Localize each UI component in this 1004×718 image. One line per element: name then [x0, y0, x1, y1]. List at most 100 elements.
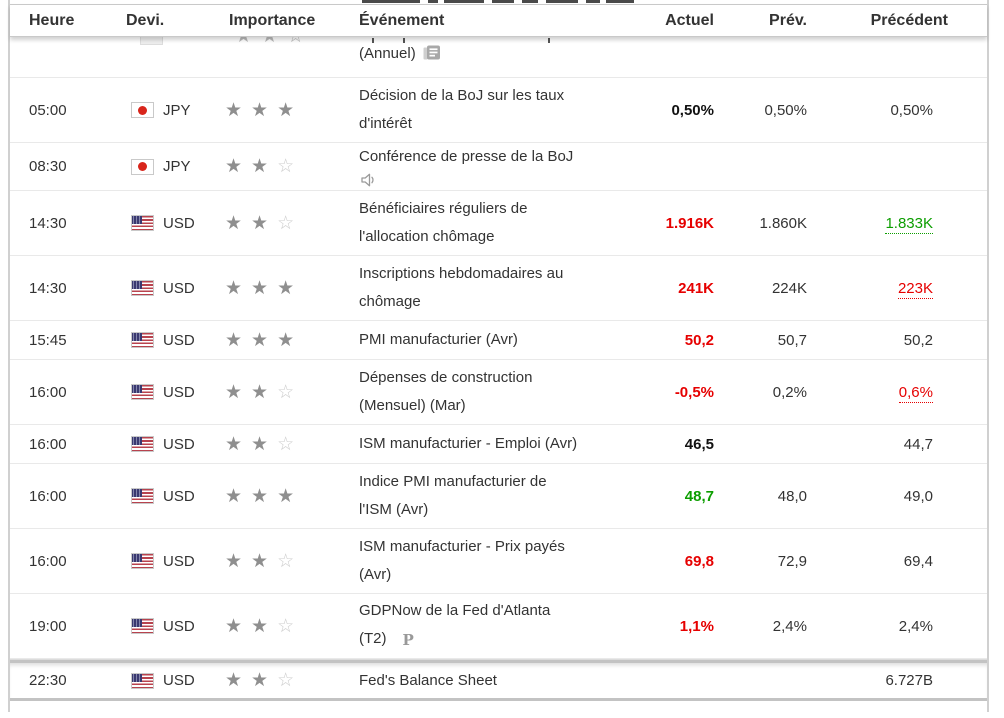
currency-flag-icon — [131, 384, 154, 400]
clipped-flag-fragment — [140, 37, 163, 45]
clipped-stars-fragment: ★★☆ — [235, 37, 313, 48]
col-header-forecast: Prév. — [769, 11, 807, 29]
star-filled-icon: ★ — [225, 485, 243, 507]
star-filled-icon: ★ — [277, 99, 295, 121]
event-link[interactable]: Conférence de presse de la BoJ — [353, 143, 633, 190]
event-title: Conférence de presse de la BoJ — [359, 148, 574, 165]
previous-value: 49,0 — [903, 487, 933, 505]
previous-value: 6.727B — [885, 672, 933, 689]
event-title: chômage — [359, 293, 421, 310]
report-icon — [423, 45, 440, 60]
forecast-value: 48,0 — [777, 487, 807, 505]
event-link[interactable]: Inscriptions hebdomadaires au chômage — [353, 260, 633, 316]
event-title: GDPNow de la Fed d'Atlanta — [359, 602, 551, 619]
actual-value: 241K — [678, 279, 714, 297]
table-row[interactable]: 08:30 JPY ★ ★ ☆ Conférence de presse de la… — [10, 143, 987, 191]
currency-cell: JPY — [122, 158, 217, 175]
star-filled-icon: ★ — [251, 156, 269, 177]
star-empty-icon: ☆ — [277, 381, 295, 403]
event-time: 15:45 — [29, 331, 67, 349]
currency-code: USD — [163, 331, 195, 349]
star-filled-icon: ★ — [251, 381, 269, 403]
event-title: d'intérêt — [359, 115, 412, 132]
event-link[interactable]: Dépenses de construction (Mensuel) (Mar) — [353, 364, 633, 420]
clipped-text-fragment — [548, 38, 550, 43]
actual-value: 48,7 — [684, 487, 714, 505]
event-title: l'allocation chômage — [359, 228, 495, 245]
event-time: 14:30 — [29, 279, 67, 297]
star-filled-icon: ★ — [225, 99, 243, 121]
table-row[interactable]: 15:45 USD ★ ★ ★ PMI manufacturier (Avr) 50… — [10, 321, 987, 360]
day-separator — [10, 659, 987, 663]
star-empty-icon: ☆ — [277, 212, 295, 234]
star-filled-icon: ★ — [251, 212, 269, 234]
actual-value: 0,50% — [671, 101, 714, 119]
table-row[interactable]: 22:30 USD ★ ★ ☆ Fed's Balance Sheet 6.727B — [10, 663, 987, 698]
event-link[interactable]: PMI manufacturier (Avr) — [353, 326, 633, 354]
event-link[interactable]: ISM manufacturier - Prix payés (Avr) — [353, 533, 633, 589]
preliminary-icon: P — [402, 631, 414, 649]
event-link[interactable]: GDPNow de la Fed d'Atlanta (T2) P — [353, 597, 633, 655]
event-title: Dépenses de construction — [359, 369, 533, 386]
table-row[interactable]: 16:00 USD ★ ★ ☆ ISM manufacturier - Emploi… — [10, 425, 987, 464]
currency-cell: JPY — [122, 102, 217, 119]
table-row[interactable]: 16:00 USD ★ ★ ★ Indice PMI manufacturier d… — [10, 464, 987, 529]
currency-code: JPY — [163, 101, 191, 119]
currency-code: USD — [163, 552, 195, 570]
event-time: 05:00 — [29, 101, 67, 119]
previous-value: 2,4% — [898, 617, 933, 635]
forecast-value: 224K — [771, 279, 807, 297]
importance-stars: ★ ★ ☆ — [217, 671, 353, 690]
currency-flag-icon — [131, 332, 154, 348]
table-row[interactable]: (Annuel) ★★☆ — [10, 37, 987, 78]
event-title: (Avr) — [359, 566, 392, 583]
revised-value: 223K — [897, 279, 933, 299]
event-title: Inscriptions hebdomadaires au — [359, 265, 564, 282]
star-filled-icon: ★ — [225, 381, 243, 403]
star-filled-icon: ★ — [225, 212, 243, 234]
event-time: 22:30 — [29, 672, 67, 689]
star-filled-icon: ★ — [225, 329, 243, 351]
event-link[interactable]: Décision de la BoJ sur les taux d'intérêt — [353, 82, 633, 138]
currency-cell: USD — [122, 332, 217, 349]
event-link[interactable]: ISM manufacturier - Emploi (Avr) — [353, 430, 633, 458]
table-row[interactable]: 16:00 USD ★ ★ ☆ Dépenses de construction (M… — [10, 360, 987, 425]
star-filled-icon: ★ — [251, 550, 269, 572]
clipped-row-text-fragment — [10, 0, 987, 4]
currency-flag-icon — [131, 158, 154, 175]
col-header-event: Événement — [359, 11, 445, 29]
event-title: PMI manufacturier (Avr) — [359, 331, 518, 348]
star-filled-icon: ★ — [277, 329, 295, 351]
forecast-value: 0,50% — [764, 101, 807, 119]
previous-value: 69,4 — [903, 552, 933, 570]
table-row[interactable]: 14:30 USD ★ ★ ☆ Bénéficiaires réguliers de… — [10, 191, 987, 256]
currency-code: USD — [163, 383, 195, 401]
importance-stars: ★ ★ ☆ — [217, 157, 353, 176]
event-link[interactable]: Fed's Balance Sheet — [353, 667, 633, 695]
star-filled-icon: ★ — [225, 433, 243, 455]
table-row[interactable]: 19:00 USD ★ ★ ☆ GDPNow de la Fed d'Atlanta… — [10, 594, 987, 659]
currency-flag-icon — [131, 280, 154, 296]
event-time: 14:30 — [29, 214, 67, 232]
revised-value: 0,6% — [898, 383, 933, 403]
importance-stars: ★ ★ ☆ — [217, 617, 353, 636]
currency-cell: USD — [122, 553, 217, 570]
actual-value: 50,2 — [684, 331, 714, 349]
star-filled-icon: ★ — [225, 550, 243, 572]
event-link[interactable]: (Annuel) — [353, 40, 633, 77]
clipped-text-fragment — [403, 38, 405, 43]
table-row[interactable]: 16:00 USD ★ ★ ☆ ISM manufacturier - Prix p… — [10, 529, 987, 594]
importance-stars: ★ ★ ★ — [217, 279, 353, 298]
star-filled-icon: ★ — [251, 277, 269, 299]
table-row[interactable]: 05:00 JPY ★ ★ ★ Décision de la BoJ sur les… — [10, 78, 987, 143]
table-row[interactable]: 14:30 USD ★ ★ ★ Inscriptions hebdomadaires… — [10, 256, 987, 321]
forecast-value: 1.860K — [759, 214, 807, 232]
previous-value: 223K — [807, 279, 987, 299]
currency-code: USD — [163, 487, 195, 505]
event-link[interactable]: Bénéficiaires réguliers de l'allocation c… — [353, 195, 633, 251]
currency-code: USD — [163, 279, 195, 297]
event-title: ISM manufacturier - Prix payés — [359, 538, 565, 555]
event-title: Indice PMI manufacturier de — [359, 473, 547, 490]
currency-code: USD — [163, 435, 195, 453]
event-link[interactable]: Indice PMI manufacturier de l'ISM (Avr) — [353, 468, 633, 524]
